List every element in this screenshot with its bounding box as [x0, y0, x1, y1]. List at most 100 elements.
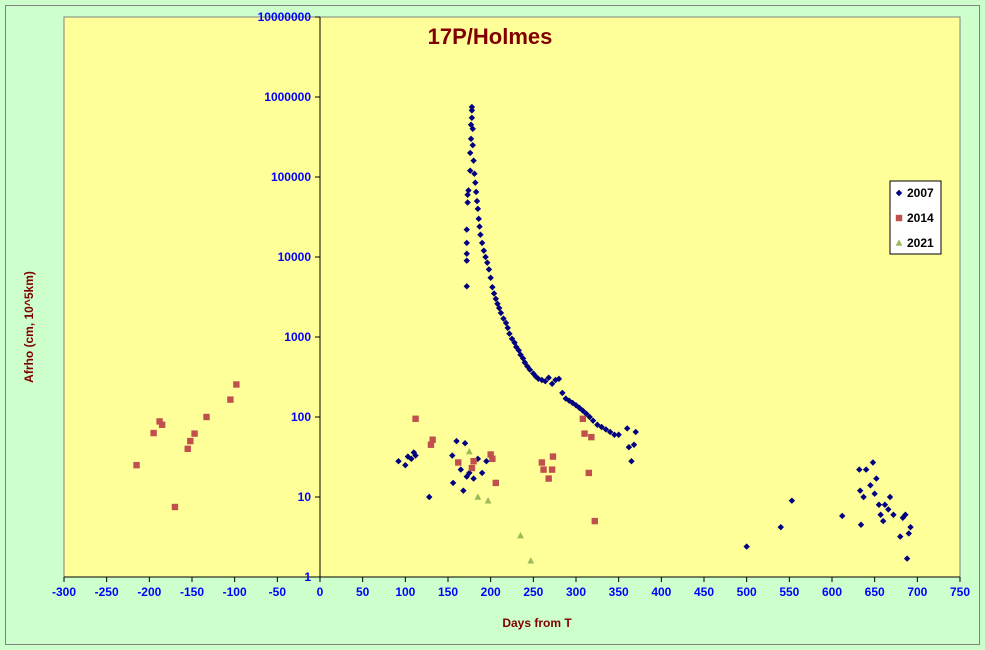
data-point-2007: [426, 493, 433, 501]
data-point-2007: [856, 466, 863, 473]
data-point-2007: [513, 343, 520, 351]
data-point-2007: [463, 257, 470, 264]
x-tick-label: 600: [822, 585, 842, 599]
data-point-2007: [583, 410, 590, 417]
y-axis-title: Afrho (cm, 10^5km): [22, 271, 36, 383]
data-point-2014: [579, 415, 587, 422]
x-tick-label: -100: [223, 585, 247, 599]
data-point-2007: [788, 497, 796, 504]
data-point-2007: [871, 490, 878, 497]
data-point-2007: [611, 431, 618, 438]
data-point-2014: [150, 429, 157, 437]
data-point-2014: [227, 396, 234, 403]
series-2014: [133, 381, 598, 525]
data-point-2007: [496, 304, 503, 312]
data-point-2007: [469, 141, 476, 149]
data-point-2007: [777, 523, 784, 531]
data-point-2014: [588, 433, 595, 441]
data-point-2014: [133, 461, 140, 469]
data-point-2007: [408, 455, 415, 463]
data-point-2007: [869, 459, 877, 466]
data-point-2007: [538, 376, 546, 384]
data-point-2007: [463, 283, 470, 290]
data-point-2007: [463, 250, 470, 257]
data-point-2007: [497, 309, 505, 317]
data-point-2014: [427, 441, 435, 448]
data-point-2007: [465, 187, 472, 194]
data-point-2007: [589, 417, 597, 424]
data-point-2007: [890, 511, 897, 518]
y-tick-label: 1000000: [264, 90, 311, 104]
data-point-2014: [184, 445, 191, 453]
x-tick-label: 50: [356, 585, 370, 599]
data-point-2007: [466, 469, 473, 477]
data-point-2007: [880, 517, 887, 525]
data-point-2007: [743, 543, 750, 550]
data-point-2007: [508, 335, 516, 342]
data-point-2014: [549, 453, 557, 460]
data-point-2007: [559, 389, 566, 397]
data-point-2007: [449, 479, 457, 487]
data-point-2007: [468, 107, 476, 114]
data-point-2014: [492, 479, 499, 487]
data-point-2014: [468, 464, 476, 472]
data-point-2007: [606, 428, 614, 436]
data-point-2007: [875, 501, 883, 508]
data-point-2007: [857, 521, 865, 528]
data-point-2007: [464, 199, 471, 206]
data-point-2021: [474, 493, 482, 500]
data-point-2007: [478, 239, 486, 247]
data-point-2014: [538, 459, 546, 466]
data-point-2007: [489, 283, 496, 291]
data-point-2007: [532, 373, 540, 380]
data-point-2021: [517, 531, 524, 539]
data-point-2021: [465, 447, 473, 455]
data-point-2007: [535, 375, 542, 383]
data-point-2007: [460, 487, 467, 494]
data-point-2007: [624, 425, 631, 432]
data-point-2007: [470, 475, 477, 482]
data-point-2014: [187, 437, 194, 445]
data-point-2007: [628, 458, 635, 465]
data-point-2007: [902, 511, 909, 518]
series-2007: [395, 103, 914, 562]
data-point-2007: [530, 370, 537, 377]
data-point-2007: [461, 440, 469, 447]
legend-label-2021: 2021: [907, 236, 934, 250]
data-point-2007: [856, 487, 864, 494]
data-point-2014: [545, 475, 552, 482]
data-point-2007: [478, 469, 486, 477]
x-axis-title: Days from T: [502, 616, 572, 630]
data-point-2007: [598, 423, 605, 431]
data-point-2007: [860, 493, 867, 501]
x-tick-label: 200: [481, 585, 501, 599]
data-point-2007: [477, 231, 484, 238]
legend-label-2014: 2014: [907, 211, 934, 225]
data-point-2007: [464, 191, 471, 198]
data-point-2014: [156, 418, 163, 425]
data-point-2007: [470, 157, 477, 164]
x-tick-label: 500: [737, 585, 757, 599]
data-point-2007: [502, 319, 510, 327]
data-point-2014: [540, 466, 547, 473]
data-point-2007: [490, 290, 498, 297]
data-point-2007: [555, 375, 563, 383]
plot-area: [63, 16, 961, 578]
x-tick-label: 650: [865, 585, 885, 599]
data-point-2007: [519, 355, 527, 362]
data-point-2007: [485, 266, 493, 273]
data-point-2007: [473, 197, 481, 205]
data-point-2007: [500, 315, 507, 322]
data-point-2007: [475, 215, 482, 223]
data-point-2007: [453, 437, 460, 445]
y-tick-label: 1: [304, 570, 311, 584]
data-point-2014: [489, 455, 496, 463]
data-point-2007: [542, 378, 549, 385]
data-point-2007: [483, 458, 490, 465]
data-point-2007: [625, 443, 633, 451]
data-point-2007: [886, 493, 894, 501]
data-point-2007: [615, 431, 622, 438]
data-point-2007: [867, 482, 874, 489]
chart-title: 17P/Holmes: [428, 24, 553, 49]
x-tick-label: 750: [950, 585, 970, 599]
